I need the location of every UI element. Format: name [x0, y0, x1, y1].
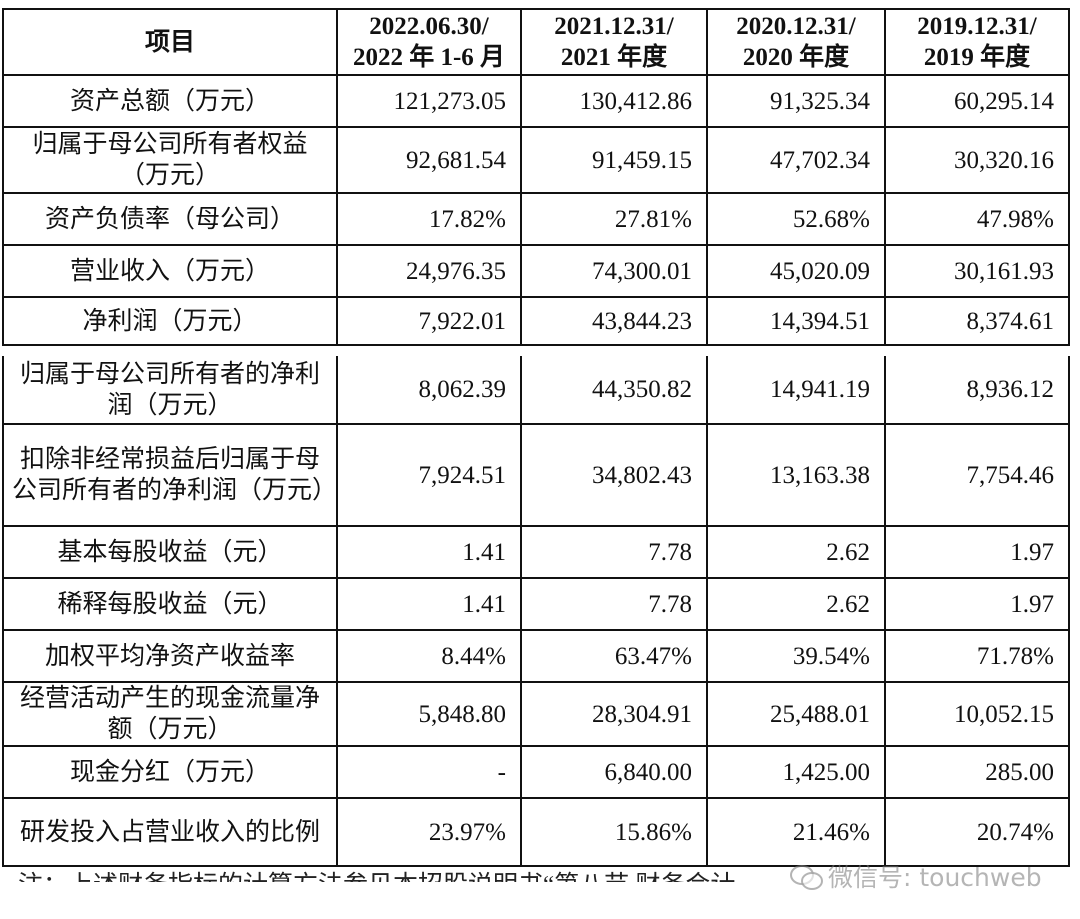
header-row: 项目 2022.06.30/2022 年 1-6 月 2021.12.31/20… [2, 8, 1070, 76]
cell-value: 2.62 [706, 577, 886, 631]
cell-value: 7,754.46 [884, 423, 1070, 527]
cell-value: 15.86% [520, 797, 708, 867]
cell-value: 27.81% [520, 192, 708, 246]
financial-table-part-2: 归属于母公司所有者的净利润（万元） 8,062.39 44,350.82 14,… [2, 356, 1070, 867]
financial-table-part-1: 项目 2022.06.30/2022 年 1-6 月 2021.12.31/20… [2, 8, 1070, 346]
cell-value: 13,163.38 [706, 423, 886, 527]
row-label: 扣除非经常损益后归属于母公司所有者的净利润（万元） [2, 423, 338, 527]
cell-value: 25,488.01 [706, 681, 886, 747]
cell-value: 10,052.15 [884, 681, 1070, 747]
cell-value: 21.46% [706, 797, 886, 867]
header-2019: 2019.12.31/2019 年度 [884, 8, 1070, 76]
cell-value: 24,976.35 [336, 244, 522, 298]
table-row: 加权平均净资产收益率 8.44% 63.47% 39.54% 71.78% [2, 629, 1070, 683]
cell-value: 14,394.51 [706, 296, 886, 346]
cell-value: 1.41 [336, 525, 522, 579]
row-label: 加权平均净资产收益率 [2, 629, 338, 683]
cell-value: 63.47% [520, 629, 708, 683]
table-row: 归属于母公司所有者权益（万元） 92,681.54 91,459.15 47,7… [2, 126, 1070, 194]
cell-value: 7.78 [520, 525, 708, 579]
table-row: 归属于母公司所有者的净利润（万元） 8,062.39 44,350.82 14,… [2, 356, 1070, 425]
table-row: 研发投入占营业收入的比例 23.97% 15.86% 21.46% 20.74% [2, 797, 1070, 867]
cell-value: 121,273.05 [336, 74, 522, 128]
row-label: 营业收入（万元） [2, 244, 338, 298]
cell-value: 7,922.01 [336, 296, 522, 346]
row-label: 研发投入占营业收入的比例 [2, 797, 338, 867]
cell-value: 1.41 [336, 577, 522, 631]
cell-value: 1.97 [884, 525, 1070, 579]
header-2021: 2021.12.31/2021 年度 [520, 8, 708, 76]
table-row: 基本每股收益（元） 1.41 7.78 2.62 1.97 [2, 525, 1070, 579]
table-row: 经营活动产生的现金流量净额（万元） 5,848.80 28,304.91 25,… [2, 681, 1070, 747]
cell-value: 34,802.43 [520, 423, 708, 527]
cell-value: 2.62 [706, 525, 886, 579]
row-label: 资产负债率（母公司） [2, 192, 338, 246]
footnote: 注：上述财务指标的计算方法参见本招股说明书“第八节 财务会计 [18, 870, 735, 882]
row-label: 净利润（万元） [2, 296, 338, 346]
cell-value: 30,320.16 [884, 126, 1070, 194]
header-2022h1: 2022.06.30/2022 年 1-6 月 [336, 8, 522, 76]
cell-value: - [336, 745, 522, 799]
watermark-text: 微信号: touchweb [828, 863, 1042, 892]
cell-value: 17.82% [336, 192, 522, 246]
cell-value: 74,300.01 [520, 244, 708, 298]
cell-value: 1.97 [884, 577, 1070, 631]
cell-value: 14,941.19 [706, 356, 886, 425]
cell-value: 20.74% [884, 797, 1070, 867]
cell-value: 43,844.23 [520, 296, 708, 346]
cell-value: 30,161.93 [884, 244, 1070, 298]
cell-value: 1,425.00 [706, 745, 886, 799]
row-label: 归属于母公司所有者的净利润（万元） [2, 356, 338, 425]
cell-value: 39.54% [706, 629, 886, 683]
header-item: 项目 [2, 8, 338, 76]
table-row: 净利润（万元） 7,922.01 43,844.23 14,394.51 8,3… [2, 296, 1070, 346]
table-row: 现金分红（万元） - 6,840.00 1,425.00 285.00 [2, 745, 1070, 799]
watermark: 微信号: touchweb [790, 858, 1042, 894]
cell-value: 23.97% [336, 797, 522, 867]
cell-value: 130,412.86 [520, 74, 708, 128]
cell-value: 7.78 [520, 577, 708, 631]
cell-value: 92,681.54 [336, 126, 522, 194]
cell-value: 60,295.14 [884, 74, 1070, 128]
cell-value: 71.78% [884, 629, 1070, 683]
row-label: 资产总额（万元） [2, 74, 338, 128]
table-row: 扣除非经常损益后归属于母公司所有者的净利润（万元） 7,924.51 34,80… [2, 423, 1070, 527]
table-row: 资产总额（万元） 121,273.05 130,412.86 91,325.34… [2, 74, 1070, 128]
cell-value: 7,924.51 [336, 423, 522, 527]
row-label: 基本每股收益（元） [2, 525, 338, 579]
table-row: 稀释每股收益（元） 1.41 7.78 2.62 1.97 [2, 577, 1070, 631]
cell-value: 5,848.80 [336, 681, 522, 747]
cell-value: 8,062.39 [336, 356, 522, 425]
cell-value: 8.44% [336, 629, 522, 683]
cell-value: 91,459.15 [520, 126, 708, 194]
cell-value: 45,020.09 [706, 244, 886, 298]
wechat-icon [790, 863, 823, 890]
cell-value: 91,325.34 [706, 74, 886, 128]
cell-value: 44,350.82 [520, 356, 708, 425]
cell-value: 8,936.12 [884, 356, 1070, 425]
cell-value: 8,374.61 [884, 296, 1070, 346]
row-label: 现金分红（万元） [2, 745, 338, 799]
row-label: 稀释每股收益（元） [2, 577, 338, 631]
row-label: 经营活动产生的现金流量净额（万元） [2, 681, 338, 747]
cell-value: 28,304.91 [520, 681, 708, 747]
table-row: 资产负债率（母公司） 17.82% 27.81% 52.68% 47.98% [2, 192, 1070, 246]
cell-value: 6,840.00 [520, 745, 708, 799]
header-2020: 2020.12.31/2020 年度 [706, 8, 886, 76]
cell-value: 47,702.34 [706, 126, 886, 194]
cell-value: 47.98% [884, 192, 1070, 246]
cell-value: 285.00 [884, 745, 1070, 799]
table-row: 营业收入（万元） 24,976.35 74,300.01 45,020.09 3… [2, 244, 1070, 298]
cell-value: 52.68% [706, 192, 886, 246]
row-label: 归属于母公司所有者权益（万元） [2, 126, 338, 194]
